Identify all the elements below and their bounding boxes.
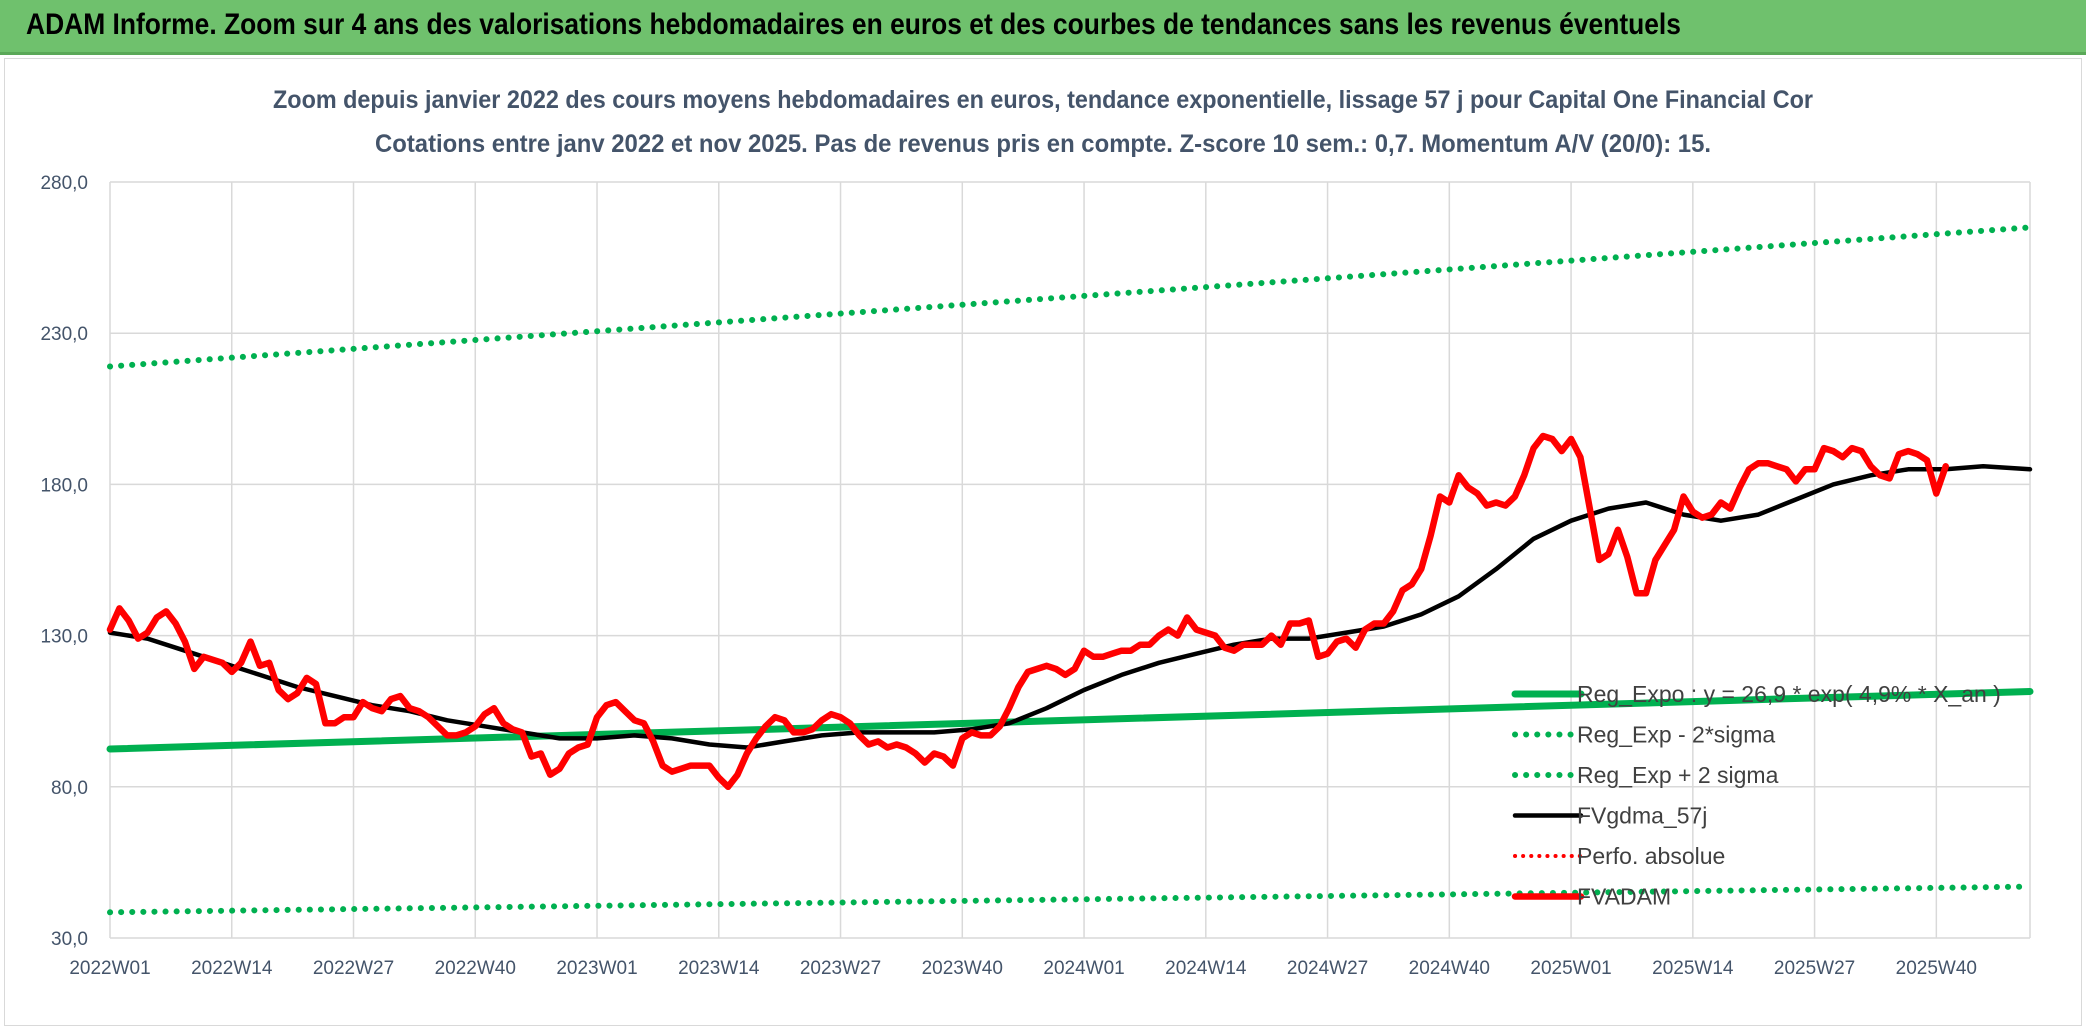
y-tick-label: 230,0 — [40, 324, 88, 345]
x-tick-label: 2025W14 — [1652, 958, 1734, 979]
x-tick-label: 2023W40 — [922, 958, 1003, 979]
x-tick-label: 2023W14 — [678, 958, 760, 979]
x-tick-label: 2022W01 — [69, 958, 150, 979]
x-tick-label: 2023W01 — [556, 958, 637, 979]
series-reg-expo — [106, 688, 2034, 753]
x-tick-label: 2025W40 — [1896, 958, 1977, 979]
legend-label: Reg_Expo : y = 26,9 * exp( 4,9% * X_an ) — [1577, 681, 2001, 707]
legend-label: Reg_Exp + 2 sigma — [1577, 762, 1779, 788]
legend-label: Reg_Exp - 2*sigma — [1577, 722, 1775, 748]
x-tick-label: 2024W01 — [1043, 958, 1124, 979]
legend: Reg_Expo : y = 26,9 * exp( 4,9% * X_an )… — [1511, 681, 2001, 910]
x-tick-label: 2025W27 — [1774, 958, 1855, 979]
y-tick-label: 280,0 — [40, 173, 88, 194]
chart-subtitle: Cotations entre janv 2022 et nov 2025. P… — [375, 130, 1711, 158]
y-tick-label: 80,0 — [51, 778, 88, 799]
series-reg-exp-minus-2sigma — [107, 883, 2033, 916]
y-tick-label: 180,0 — [40, 475, 88, 496]
legend-label: Perfo. absolue — [1577, 843, 1725, 869]
y-tick-label: 130,0 — [40, 627, 88, 648]
legend-label: FVADAM — [1577, 884, 1671, 910]
x-tick-label: 2022W27 — [313, 958, 394, 979]
report-title: ADAM Informe. Zoom sur 4 ans des valoris… — [26, 8, 1681, 41]
chart-svg: Zoom depuis janvier 2022 des cours moyen… — [40, 86, 2034, 979]
x-tick-label: 2024W27 — [1287, 958, 1368, 979]
chart-area: Zoom depuis janvier 2022 des cours moyen… — [0, 55, 2086, 1031]
x-tick-label: 2025W01 — [1530, 958, 1611, 979]
y-tick-label: 30,0 — [51, 929, 88, 950]
x-tick-label: 2024W14 — [1165, 958, 1247, 979]
x-tick-label: 2022W40 — [435, 958, 516, 979]
legend-label: FVgdma_57j — [1577, 803, 1707, 829]
chart-title: Zoom depuis janvier 2022 des cours moyen… — [273, 86, 1813, 114]
series-layer — [106, 224, 2034, 916]
series-fvadam — [106, 432, 1949, 791]
grid — [109, 181, 2031, 939]
x-tick-label: 2023W27 — [800, 958, 881, 979]
x-tick-label: 2024W40 — [1409, 958, 1490, 979]
axes: 30,0 80,0 130,0 180,0 230,0 280,0 2022W01 2022W… — [40, 173, 1977, 979]
report-banner: ADAM Informe. Zoom sur 4 ans des valoris… — [0, 0, 2086, 55]
x-tick-label: 2022W14 — [191, 958, 273, 979]
series-reg-exp-plus-2sigma — [107, 224, 2033, 370]
